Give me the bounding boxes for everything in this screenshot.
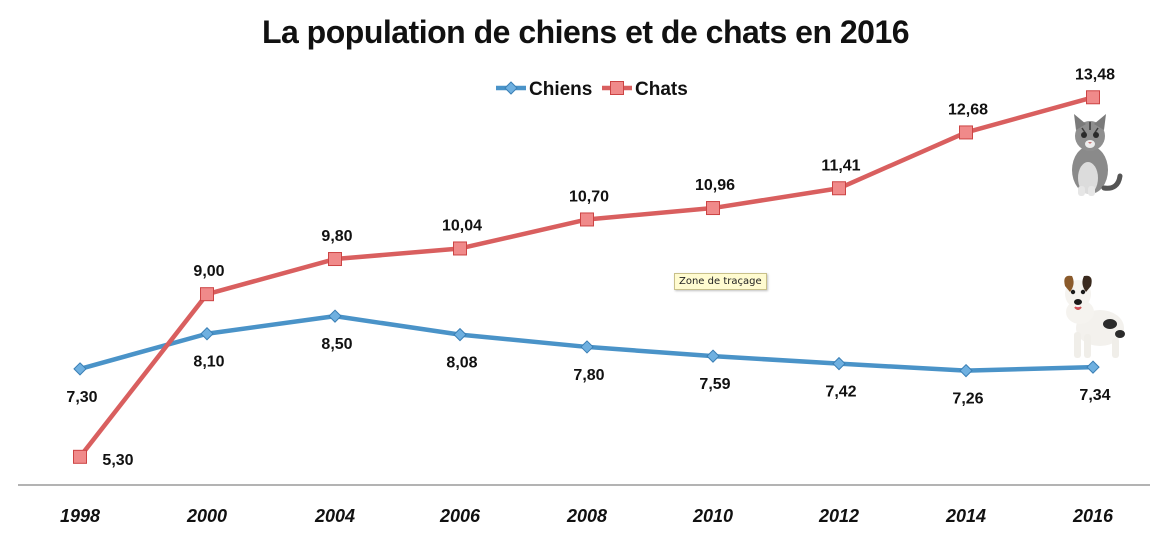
data-point bbox=[706, 349, 720, 363]
data-label: 10,70 bbox=[569, 188, 609, 205]
data-label: 10,96 bbox=[695, 177, 735, 194]
data-point bbox=[1086, 360, 1100, 374]
chart-title: La population de chiens et de chats en 2… bbox=[261, 14, 910, 50]
data-point bbox=[832, 356, 846, 371]
data-label: 7,26 bbox=[952, 391, 983, 408]
data-label: 7,42 bbox=[825, 384, 856, 401]
data-point bbox=[328, 309, 342, 323]
data-point bbox=[328, 252, 342, 267]
data-point bbox=[959, 363, 973, 378]
x-tick-label: 2016 bbox=[1072, 506, 1114, 526]
x-tick-label: 2004 bbox=[314, 506, 355, 526]
series-layer: 7,308,108,508,087,807,59 7,42 7,26 7,345,30… bbox=[66, 66, 1115, 469]
cat-icon bbox=[1072, 114, 1123, 196]
data-point bbox=[580, 340, 594, 354]
series-chats: 5,30 9,00 9,80 10,04 10,70 10,96 11,41 12,68 13,… bbox=[73, 66, 1115, 469]
x-tick-label: 1998 bbox=[60, 506, 100, 526]
x-tick-label: 2014 bbox=[945, 506, 986, 526]
plot-area-tooltip: Zone de traçage bbox=[674, 273, 767, 290]
data-point bbox=[706, 201, 720, 216]
data-point bbox=[580, 212, 594, 227]
x-tick-label: 2000 bbox=[186, 506, 227, 526]
data-point bbox=[832, 181, 846, 196]
x-tick-label: 2012 bbox=[818, 506, 859, 526]
data-label: 12,68 bbox=[948, 101, 988, 118]
series-chiens: 7,30 8,10 8,50 8,08 7,80 7,59 7,42 7,26 7,34 bbox=[66, 309, 1111, 408]
legend-item-chats: Chats bbox=[602, 79, 688, 100]
data-label: 5,30 bbox=[102, 452, 133, 469]
data-label: 7,30 bbox=[66, 389, 97, 406]
dog-icon bbox=[1064, 275, 1125, 358]
legend-item-chiens: Chiens bbox=[496, 79, 592, 100]
data-point bbox=[73, 449, 87, 464]
data-label: 7,34 bbox=[1079, 387, 1110, 404]
data-point bbox=[453, 327, 467, 342]
data-point bbox=[453, 241, 467, 256]
x-axis: 1998 2000 2004 2006 2008 2010 2012 2014 2016 bbox=[18, 484, 1150, 526]
legend-label: Chiens bbox=[529, 79, 592, 100]
data-point bbox=[200, 287, 214, 302]
x-tick-label: 2008 bbox=[566, 506, 607, 526]
data-label: 8,50 bbox=[321, 336, 352, 353]
data-label: 8,08 bbox=[446, 355, 477, 372]
series-line-chats bbox=[78, 95, 1094, 459]
x-tick-label: 2006 bbox=[439, 506, 481, 526]
x-tick-label: 2010 bbox=[692, 506, 733, 526]
data-label: 10,04 bbox=[442, 217, 482, 234]
data-label: 9,00 bbox=[193, 263, 224, 280]
data-label: 7,59 bbox=[699, 376, 730, 393]
legend-marker bbox=[504, 81, 518, 95]
data-label: 9,80 bbox=[321, 228, 352, 245]
legend: Chiens Chats bbox=[496, 79, 688, 100]
data-point bbox=[1086, 90, 1100, 105]
data-point bbox=[73, 362, 87, 376]
data-label: 7,80 bbox=[573, 367, 604, 384]
legend-label: Chats bbox=[635, 79, 688, 100]
data-label: 8,10 bbox=[193, 354, 224, 371]
data-point bbox=[200, 327, 214, 341]
data-label: 11,41 bbox=[821, 157, 860, 174]
legend-marker bbox=[610, 81, 624, 95]
data-point bbox=[959, 125, 973, 140]
data-label: 13,48 bbox=[1075, 66, 1115, 83]
